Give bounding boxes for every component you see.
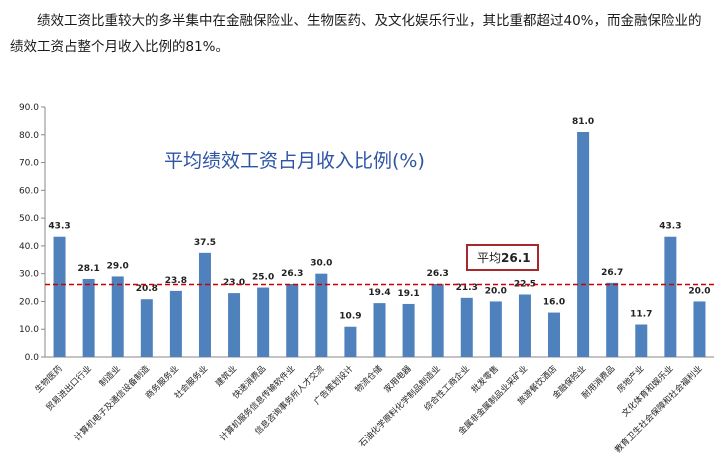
y-tick-label: 60.0: [19, 186, 39, 196]
bar: [664, 236, 677, 357]
average-callout: 平均26.1: [466, 244, 539, 271]
category-label: 建筑业: [213, 363, 239, 389]
y-tick-label: 90.0: [19, 103, 39, 113]
bar: [548, 312, 561, 357]
bar: [140, 299, 153, 357]
bar: [257, 287, 270, 357]
bar: [402, 303, 415, 357]
data-label: 19.4: [368, 288, 390, 298]
bar: [431, 283, 444, 357]
bar: [635, 324, 648, 357]
y-axis: 0.0 10.0 20.0 30.0 40.0 50.0 60.0 70.0 80.0 90.0: [19, 103, 714, 363]
category-label: 制造业: [97, 363, 123, 389]
bar: [82, 278, 95, 357]
data-label: 20.8: [136, 284, 158, 294]
intro-paragraph: 绩效工资比重较大的多半集中在金融保险业、生物医药、及文化娱乐行业，其比重都超过4…: [10, 13, 702, 55]
y-tick-label: 40.0: [19, 242, 39, 252]
bar: [373, 303, 386, 357]
data-label: 28.1: [78, 264, 100, 274]
y-tick-label: 10.0: [19, 325, 39, 335]
data-label: 20.0: [688, 286, 710, 296]
y-tick-label: 50.0: [19, 214, 39, 224]
data-label: 43.3: [659, 222, 681, 232]
data-label: 43.3: [48, 222, 70, 232]
bar: [169, 290, 182, 357]
y-tick-label: 30.0: [19, 270, 39, 280]
data-label: 11.7: [630, 310, 652, 320]
data-label: 23.0: [223, 278, 245, 288]
bar: [577, 132, 590, 357]
bar: [693, 301, 706, 357]
bar: [344, 326, 357, 357]
data-label: 21.3: [456, 283, 478, 293]
data-label: 20.0: [485, 286, 507, 296]
bar: [228, 293, 241, 357]
bars: [53, 132, 706, 357]
data-label: 22.5: [514, 280, 536, 290]
category-label: 文化体育和娱乐业: [620, 363, 676, 419]
bar: [286, 283, 299, 357]
average-label: 平均26.1: [477, 251, 531, 265]
data-label: 25.0: [252, 273, 274, 283]
average-box: [466, 244, 539, 271]
data-label: 37.5: [194, 238, 216, 248]
data-label: 16.0: [543, 298, 565, 308]
bar: [111, 276, 124, 357]
y-tick-label: 70.0: [19, 159, 39, 169]
y-tick-label: 80.0: [19, 131, 39, 141]
bar: [489, 301, 502, 357]
bar: [518, 294, 531, 357]
data-label: 23.8: [165, 276, 187, 286]
data-label: 19.1: [397, 289, 419, 299]
bar: [198, 252, 211, 357]
bar: [315, 273, 328, 357]
data-label: 10.9: [339, 312, 361, 322]
data-label: 26.3: [427, 269, 449, 279]
category-label: 物流仓储: [353, 363, 385, 395]
bar: [460, 297, 473, 357]
bar: [53, 236, 66, 357]
bar: [606, 282, 619, 357]
data-label: 29.0: [107, 261, 129, 271]
data-label: 30.0: [310, 259, 332, 269]
y-tick-label: 0.0: [25, 353, 40, 363]
y-tick-label: 20.0: [19, 297, 39, 307]
chart-title: 平均绩效工资占月收入比例(%): [164, 150, 425, 172]
data-label: 81.0: [572, 117, 594, 127]
data-label: 26.7: [601, 268, 623, 278]
data-label: 26.3: [281, 269, 303, 279]
data-labels: 43.3 28.1 29.0 20.8 23.8 37.5 23.0 25.0 26.3 30.0…: [48, 117, 710, 322]
